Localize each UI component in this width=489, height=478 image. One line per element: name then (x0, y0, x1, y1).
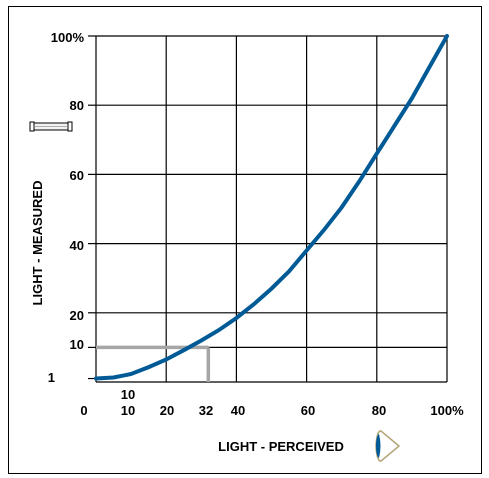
series-line (94, 34, 449, 381)
chart-frame (8, 6, 482, 474)
x-tick-label: 100% (430, 403, 464, 418)
x-tick-labels: 0 10 10 20 32 40 60 80 100% (80, 387, 464, 418)
y-tick-labels: 1 10 20 40 60 80 100% (48, 30, 85, 385)
x-tick-label: 40 (231, 403, 245, 418)
y-tick-label: 100% (51, 30, 85, 45)
y-tick-label: 60 (70, 168, 84, 183)
fluorescent-tube-icon (29, 121, 73, 132)
x-tick-label: 0 (80, 403, 87, 418)
x-tick-label: 60 (301, 403, 315, 418)
y-tick-label: 20 (70, 308, 84, 323)
grid (88, 35, 448, 383)
y-tick-label: 1 (48, 370, 55, 385)
x-tick-label: 20 (160, 403, 174, 418)
x-tick-label: 80 (372, 403, 386, 418)
y-tick-label: 10 (70, 337, 84, 352)
x-tick-label: 10 (121, 387, 135, 402)
y-axis-title: LIGHT - MEASURED (30, 181, 45, 306)
y-tick-label: 40 (70, 238, 84, 253)
x-axis-title: LIGHT - PERCEIVED (218, 439, 344, 454)
eye-icon (375, 430, 400, 462)
y-tick-label: 80 (70, 98, 84, 113)
x-tick-label: 32 (199, 403, 213, 418)
x-tick-label: 10 (121, 403, 135, 418)
